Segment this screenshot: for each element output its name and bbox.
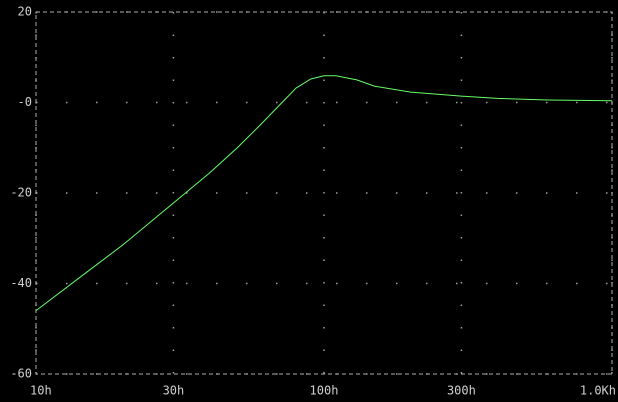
y-tick-label: -40 — [10, 276, 32, 290]
x-tick-label: 30h — [163, 384, 185, 398]
x-tick-label: 10h — [30, 384, 52, 398]
y-tick-label: -60 — [10, 367, 32, 381]
x-tick-label: 100h — [310, 384, 339, 398]
x-tick-label: 1.0Kh — [580, 384, 616, 398]
series-line — [35, 75, 613, 312]
y-tick-label: 20 — [18, 5, 32, 19]
y-tick-label: -20 — [10, 186, 32, 200]
x-tick-label: 300h — [447, 384, 476, 398]
y-tick-label: -0 — [18, 95, 32, 109]
